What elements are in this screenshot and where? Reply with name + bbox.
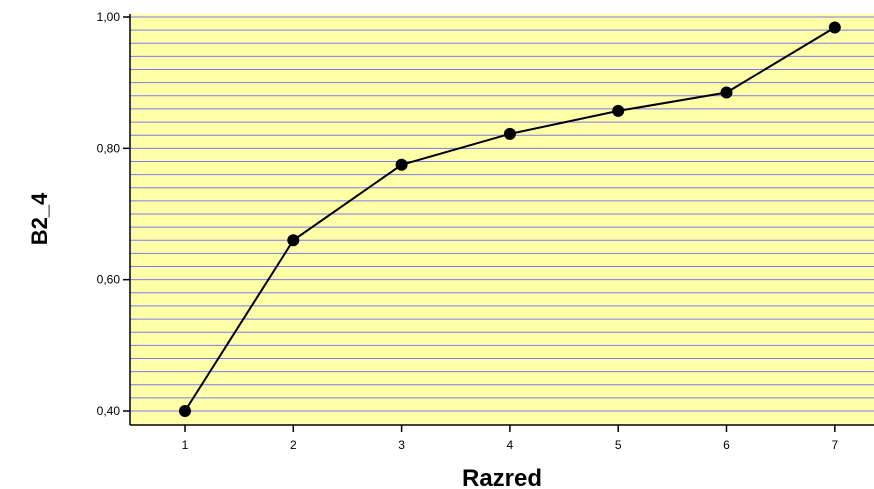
y-axis-title: B2_4 [27,192,52,245]
data-point [287,234,300,247]
plot-background [130,14,874,425]
x-tick-label: 6 [723,438,730,452]
y-tick-label: 1,00 [97,10,121,24]
x-tick-label: 4 [507,438,514,452]
data-point [503,127,516,140]
x-tick-label: 7 [831,438,838,452]
y-tick-label: 0,80 [97,141,121,155]
y-ticks: 0,40 0,60 0,80 1,00 [97,10,130,418]
x-tick-label: 5 [615,438,622,452]
x-tick-label: 2 [290,438,297,452]
x-tick-label: 3 [398,438,405,452]
data-point [179,405,191,417]
data-point [612,104,625,117]
data-point [395,158,408,171]
y-tick-label: 0,40 [97,404,121,418]
x-axis-title: Razred [462,465,542,489]
data-point [720,86,733,99]
x-tick-label: 1 [182,438,189,452]
data-markers [179,21,841,417]
data-point [828,21,841,34]
x-ticks: 1 2 3 4 5 6 7 [182,425,838,452]
grid-lines [130,16,874,412]
y-tick-label: 0,60 [97,273,121,287]
